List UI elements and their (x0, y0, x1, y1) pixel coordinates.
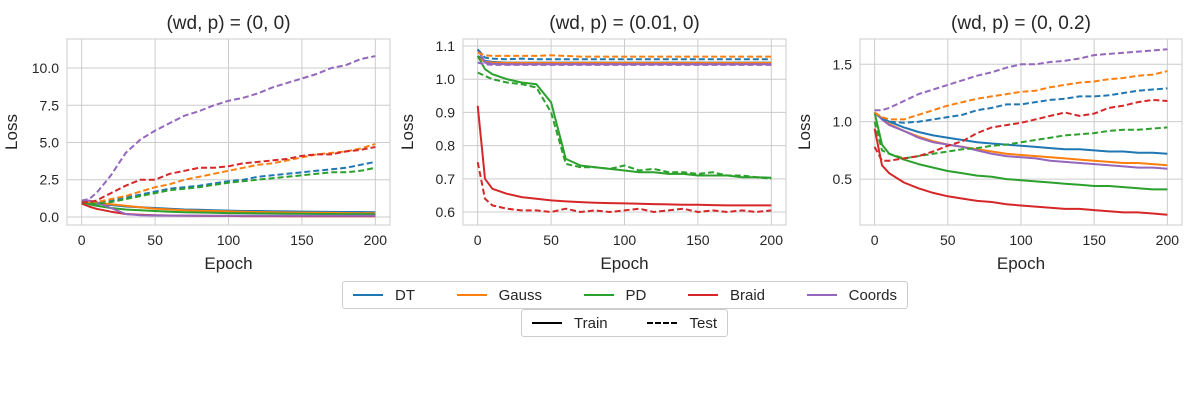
series-line-dt-train (873, 111, 1168, 155)
series-line-dt-test (873, 87, 1168, 124)
legend-item-train: Train (532, 315, 608, 332)
y-tick-label: 1.0 (436, 71, 456, 87)
subplot-title: (wd, p) = (0, 0) (166, 13, 290, 34)
legend-split: Train Test (521, 309, 728, 337)
x-tick-label: 200 (364, 232, 388, 248)
y-tick-label: 0.6 (436, 204, 456, 220)
x-tick-label: 150 (686, 232, 710, 248)
x-tick-label: 150 (290, 232, 314, 248)
legend-label: Gauss (498, 286, 542, 304)
series-line-coords-test (874, 48, 1168, 112)
x-axis-label: Epoch (997, 254, 1045, 273)
legend-label: Coords (848, 286, 897, 304)
x-tick-label: 100 (613, 232, 637, 248)
series-line-dt-test (476, 48, 772, 61)
series-line-coords-train (873, 111, 1168, 170)
legend-item-braid: Braid (687, 286, 766, 304)
series-line-coords-test (81, 55, 376, 202)
series-line-pd-train (873, 112, 1168, 191)
subplot-3: 0 50 100 150 200 0.5 1.0 1.5 (wd, p) = (0, 0.2) E… (795, 13, 1183, 273)
y-tick-label: 1.5 (833, 56, 853, 72)
subplot-title: (wd, p) = (0, 0.2) (951, 13, 1091, 34)
x-tick-label: 100 (1009, 232, 1033, 248)
series-group (873, 48, 1168, 216)
y-tick-label: 1.1 (436, 38, 456, 54)
y-tick-label: 0.0 (40, 209, 60, 225)
legend-line-dt (353, 294, 383, 296)
series-line-pd-test (81, 166, 376, 205)
legend-item-pd: PD (583, 286, 647, 304)
legend-label: Braid (729, 286, 766, 304)
y-tick-label: 10.0 (32, 60, 59, 76)
subplot-2: 0 50 100 150 200 0.6 0.7 0.8 0.9 1.0 1.1 (wd, p) = … (398, 13, 787, 273)
legend-label: DT (395, 286, 415, 304)
series-line-braid-test (476, 162, 772, 213)
series-line-braid-test (873, 98, 1168, 162)
legend-item-coords: Coords (806, 286, 897, 304)
legend-methods: DT Gauss PD Braid Coords (342, 281, 908, 309)
series-line-gauss-test (477, 51, 772, 58)
legend-label: Test (689, 314, 717, 332)
legend-label: Train (574, 314, 608, 332)
series-line-braid-train (476, 105, 772, 207)
series-line-pd-train (81, 201, 376, 216)
x-tick-label: 200 (760, 232, 784, 248)
legend-line-gauss (456, 294, 487, 296)
y-tick-label: 0.9 (436, 104, 456, 120)
legend-label: PD (625, 286, 647, 304)
series-line-coords-test (477, 61, 772, 66)
series-line-gauss-train (477, 56, 772, 64)
y-axis-label: Loss (795, 114, 814, 150)
legend-line-train (532, 322, 562, 324)
y-axis-label: Loss (398, 114, 417, 150)
x-tick-label: 0 (78, 232, 86, 248)
x-tick-label: 0 (474, 232, 482, 248)
y-tick-label: 0.8 (436, 138, 456, 154)
y-tick-label: 1.0 (833, 114, 853, 130)
x-tick-label: 0 (871, 232, 879, 248)
legend-item-dt: DT (353, 287, 415, 304)
y-tick-label: 2.5 (40, 172, 60, 188)
series-line-gauss-train (81, 200, 376, 215)
y-tick-label: 5.0 (40, 134, 60, 150)
legend-item-test: Test (647, 315, 717, 332)
subplot-1: 0 50 100 150 200 0.0 2.5 5.0 7.5 10.0 (wd, p) = (0… (2, 13, 391, 273)
x-tick-label: 200 (1156, 232, 1180, 248)
legend-line-test (647, 322, 678, 324)
subplot-title: (wd, p) = (0.01, 0) (549, 13, 699, 34)
y-tick-label: 0.7 (436, 171, 456, 187)
series-line-gauss-test (81, 143, 376, 204)
series-line-coords-train (81, 199, 376, 217)
series-line-dt-test (81, 160, 376, 204)
legend-line-coords (806, 294, 837, 296)
legend-line-braid (687, 294, 718, 296)
y-axis-label: Loss (2, 114, 21, 150)
series-group (81, 55, 376, 218)
x-axis-label: Epoch (600, 254, 648, 273)
legend-line-pd (583, 294, 614, 296)
series-line-gauss-test (874, 70, 1168, 121)
y-tick-label: 0.5 (833, 171, 853, 187)
series-group (476, 48, 772, 213)
legend-item-gauss: Gauss (456, 286, 542, 304)
x-tick-label: 50 (147, 232, 163, 248)
x-tick-label: 150 (1083, 232, 1107, 248)
series-line-braid-test (81, 146, 376, 204)
y-tick-label: 7.5 (40, 97, 60, 113)
series-line-pd-test (477, 71, 772, 180)
series-line-braid-train (873, 128, 1168, 216)
series-line-pd-train (476, 55, 772, 179)
x-axis-label: Epoch (204, 254, 252, 273)
x-tick-label: 100 (217, 232, 241, 248)
x-tick-label: 50 (940, 232, 956, 248)
x-tick-label: 50 (543, 232, 559, 248)
series-line-pd-test (873, 121, 1168, 160)
